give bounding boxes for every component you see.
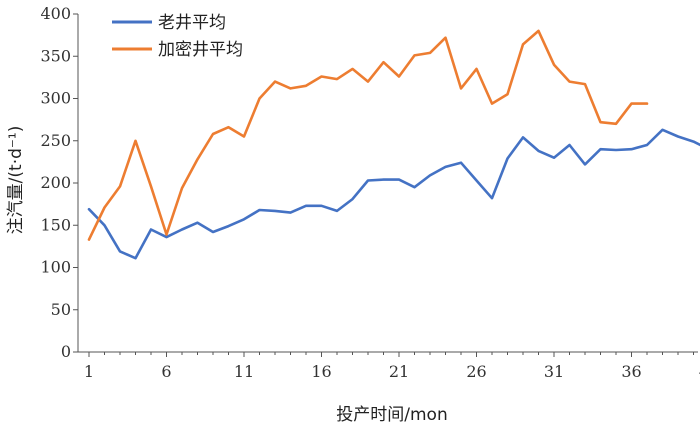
y-tick-label: 250 [40,131,71,150]
y-tick-label: 300 [40,89,71,108]
x-tick-label: 1 [84,362,94,381]
y-tick-label: 150 [40,215,71,234]
x-tick-label: 36 [621,362,641,381]
legend-label-2: 加密井平均 [158,40,243,60]
y-tick-label: 350 [40,46,71,65]
y-tick-label: 400 [40,4,71,23]
axes: 0501001502002503003504001611162126313641 [40,4,700,381]
x-tick-label: 31 [544,362,564,381]
x-tick-label: 41 [699,362,700,381]
y-tick-label: 50 [51,300,71,319]
x-axis-title: 投产时间/mon [336,405,447,425]
series-line-1 [87,128,700,260]
series-layer [87,29,700,260]
y-tick-label: 100 [40,258,71,277]
y-tick-label: 200 [40,173,71,192]
x-tick-label: 11 [234,362,254,381]
y-axis-title: 注汽量/(t·d⁻¹) [6,126,26,235]
y-tick-label: 0 [61,342,71,361]
x-tick-label: 21 [389,362,409,381]
x-tick-label: 6 [161,362,171,381]
x-tick-label: 26 [466,362,486,381]
legend-label-1: 老井平均 [158,13,226,33]
series-line-2 [87,29,649,241]
x-tick-label: 16 [311,362,331,381]
